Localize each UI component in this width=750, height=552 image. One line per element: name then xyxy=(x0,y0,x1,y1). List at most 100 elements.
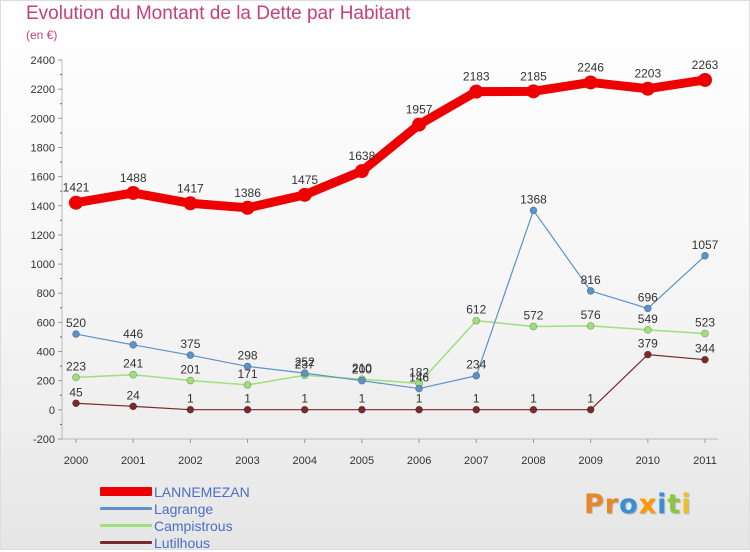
data-label-lagrange: 816 xyxy=(581,273,601,287)
data-point-campistrous xyxy=(701,329,709,338)
data-point-lannemezan xyxy=(69,195,83,210)
data-point-lagrange xyxy=(129,341,137,349)
y-tick-label: 2000 xyxy=(31,113,55,125)
data-point-lagrange xyxy=(72,330,80,338)
data-label-lutilhous: 1 xyxy=(530,392,537,406)
x-tick-label: 2007 xyxy=(464,455,488,467)
series-line-lagrange xyxy=(75,209,706,390)
data-point-lannemezan xyxy=(354,164,369,179)
data-point-lagrange xyxy=(586,287,595,295)
y-tick-label: 1000 xyxy=(31,259,55,271)
data-point-lagrange xyxy=(358,376,366,385)
data-label-lutilhous: 1 xyxy=(473,392,480,406)
data-label-lutilhous: 24 xyxy=(127,388,141,402)
data-point-lagrange xyxy=(415,384,423,393)
data-label-lagrange: 446 xyxy=(123,327,143,341)
legend-label-campistrous: Campistrous xyxy=(154,518,233,534)
legend-swatch-lannemezan xyxy=(100,487,152,496)
data-point-lannemezan xyxy=(297,187,312,202)
data-point-lutilhous xyxy=(243,405,252,414)
data-label-campistrous: 523 xyxy=(695,316,715,330)
data-point-lagrange xyxy=(529,206,538,215)
y-tick-label: 400 xyxy=(37,347,55,359)
data-point-lutilhous xyxy=(186,405,195,414)
legend-label-lutilhous: Lutilhous xyxy=(154,535,211,551)
x-tick-label: 2003 xyxy=(235,455,259,467)
data-point-lannemezan xyxy=(126,185,141,200)
data-label-campistrous: 201 xyxy=(180,363,200,377)
data-point-campistrous xyxy=(586,322,595,330)
data-label-lannemezan: 1638 xyxy=(349,149,376,163)
chart-title: Evolution du Montant de la Dette par Hab… xyxy=(26,3,411,24)
data-point-lannemezan xyxy=(240,200,255,215)
data-label-campistrous: 210 xyxy=(352,361,372,375)
data-label-campistrous: 171 xyxy=(238,367,258,381)
x-tick-label: 2000 xyxy=(64,455,88,467)
legend-label-lannemezan: LANNEMEZAN xyxy=(154,484,250,500)
data-label-lagrange: 200 xyxy=(352,363,372,377)
series-line-lannemezan xyxy=(71,75,710,213)
data-label-lagrange: 1368 xyxy=(520,192,547,206)
series-line-campistrous xyxy=(75,319,706,386)
data-label-lannemezan: 1957 xyxy=(406,103,433,117)
y-tick-label: 1800 xyxy=(31,142,55,154)
data-point-campistrous xyxy=(72,373,80,382)
data-label-lutilhous: 1 xyxy=(359,392,366,406)
x-tick-label: 2002 xyxy=(178,455,202,467)
x-tick-label: 2009 xyxy=(578,455,602,467)
legend-swatch-lutilhous xyxy=(100,541,152,544)
data-label-lagrange: 252 xyxy=(295,355,315,369)
logo-letter: i xyxy=(681,489,692,520)
logo-letter: r xyxy=(604,489,620,520)
data-label-lutilhous: 1 xyxy=(587,392,594,406)
y-tick-label: 2400 xyxy=(31,55,55,67)
data-label-lutilhous: 1 xyxy=(244,392,251,406)
data-label-lannemezan: 2246 xyxy=(577,60,604,74)
data-label-campistrous: 237 xyxy=(295,357,315,371)
y-tick-label: 1600 xyxy=(31,172,55,184)
y-tick-label: 200 xyxy=(37,376,55,388)
data-point-lutilhous xyxy=(300,405,309,414)
x-tick-label: 2001 xyxy=(121,455,145,467)
y-tick-label: -200 xyxy=(33,434,55,446)
data-label-campistrous: 572 xyxy=(523,308,543,322)
logo-letter: x xyxy=(638,489,658,520)
logo-letter: t xyxy=(667,489,682,520)
data-point-lutilhous xyxy=(415,405,423,414)
y-tick-label: 1200 xyxy=(31,230,55,242)
data-point-lannemezan xyxy=(698,72,712,87)
data-point-lagrange xyxy=(701,251,709,260)
data-label-lutilhous: 379 xyxy=(638,337,658,351)
legend-swatch-lagrange xyxy=(100,507,152,510)
logo-letter: i xyxy=(657,489,668,520)
data-label-lagrange: 520 xyxy=(66,316,86,330)
data-point-lannemezan xyxy=(183,196,198,211)
data-label-lannemezan: 1488 xyxy=(120,171,147,185)
data-point-lannemezan xyxy=(583,75,598,90)
legend-label-lagrange: Lagrange xyxy=(154,501,214,517)
x-tick-label: 2005 xyxy=(350,455,374,467)
y-tick-label: 800 xyxy=(37,288,55,300)
data-label-lannemezan: 1386 xyxy=(234,186,261,200)
data-point-lutilhous xyxy=(529,405,538,414)
data-label-lutilhous: 45 xyxy=(69,385,83,399)
legend-swatch-campistrous xyxy=(100,524,152,527)
logo-letter: P xyxy=(584,489,605,520)
x-tick-label: 2006 xyxy=(407,455,431,467)
data-label-lagrange: 375 xyxy=(180,337,200,351)
y-tick-label: 600 xyxy=(37,317,55,329)
x-tick-label: 2004 xyxy=(292,455,316,467)
data-label-lagrange: 234 xyxy=(466,358,486,372)
series-line-lutilhous xyxy=(75,353,706,411)
y-tick-label: 0 xyxy=(49,405,55,417)
data-label-lutilhous: 1 xyxy=(416,392,423,406)
data-point-campistrous xyxy=(186,376,195,385)
data-label-lagrange: 298 xyxy=(238,348,258,362)
data-label-lannemezan: 1475 xyxy=(291,173,318,187)
data-point-lannemezan xyxy=(640,81,655,96)
data-label-lannemezan: 2203 xyxy=(634,67,661,81)
x-tick-label: 2010 xyxy=(636,455,660,467)
data-point-lannemezan xyxy=(412,117,427,132)
x-tick-label: 2011 xyxy=(693,455,717,467)
